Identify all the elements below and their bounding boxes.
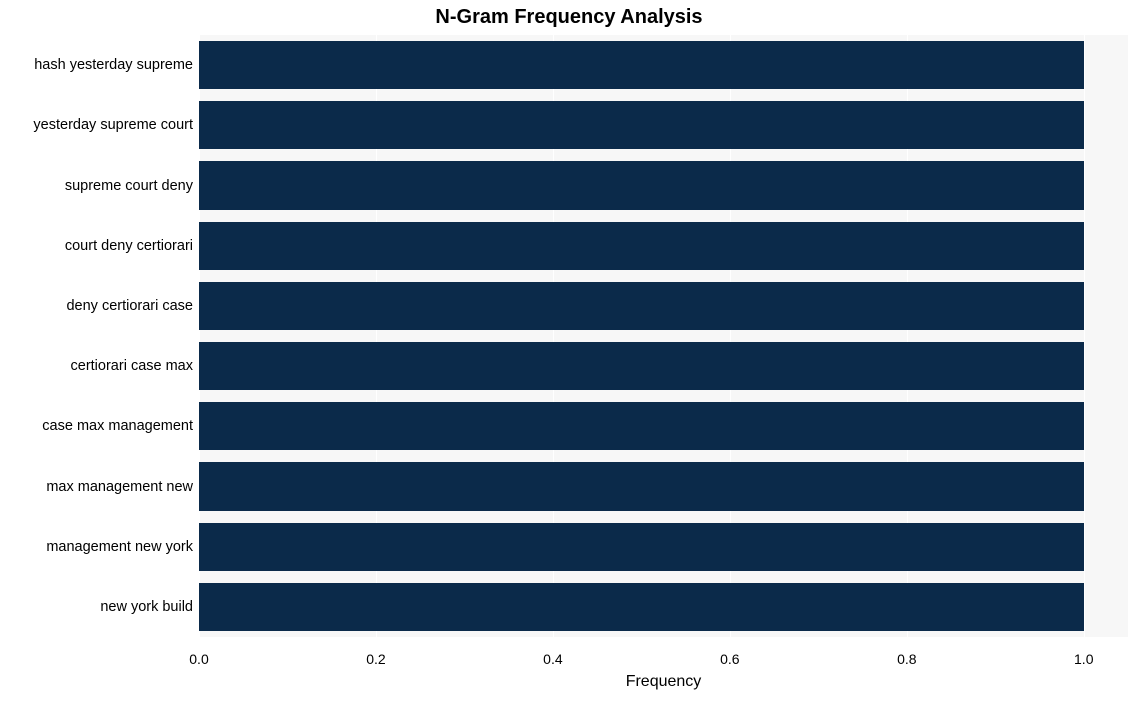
chart-title: N-Gram Frequency Analysis bbox=[0, 6, 1138, 29]
x-tick-label: 1.0 bbox=[1074, 651, 1093, 667]
y-tick-label: yesterday supreme court bbox=[33, 117, 193, 133]
x-tick-label: 0.2 bbox=[366, 651, 385, 667]
y-axis-labels: hash yesterday supreme yesterday supreme … bbox=[0, 35, 193, 637]
bar bbox=[199, 161, 1084, 209]
y-tick-label: max management new bbox=[46, 479, 193, 495]
y-tick-label: court deny certiorari bbox=[65, 238, 193, 254]
bar bbox=[199, 402, 1084, 450]
bar bbox=[199, 222, 1084, 270]
y-tick-label: certiorari case max bbox=[71, 358, 193, 374]
bar-row bbox=[199, 583, 1084, 631]
bar bbox=[199, 523, 1084, 571]
y-tick-label: deny certiorari case bbox=[66, 298, 193, 314]
x-tick-label: 0.8 bbox=[897, 651, 916, 667]
bar-row bbox=[199, 523, 1084, 571]
x-axis-title: Frequency bbox=[199, 673, 1128, 691]
y-tick-label: hash yesterday supreme bbox=[34, 57, 193, 73]
bar-row bbox=[199, 41, 1084, 89]
bar-row bbox=[199, 222, 1084, 270]
plot-area bbox=[199, 35, 1128, 637]
y-tick-label: case max management bbox=[42, 418, 193, 434]
x-tick-label: 0.6 bbox=[720, 651, 739, 667]
bar-row bbox=[199, 342, 1084, 390]
bar bbox=[199, 342, 1084, 390]
bar-row bbox=[199, 161, 1084, 209]
x-axis-ticks: 0.00.20.40.60.81.0 bbox=[199, 637, 1128, 667]
bar bbox=[199, 462, 1084, 510]
bar-row bbox=[199, 402, 1084, 450]
y-tick-label: management new york bbox=[46, 539, 193, 555]
bar-row bbox=[199, 101, 1084, 149]
x-tick-label: 0.0 bbox=[189, 651, 208, 667]
bar bbox=[199, 282, 1084, 330]
bar bbox=[199, 101, 1084, 149]
y-tick-label: new york build bbox=[100, 599, 193, 615]
x-tick-label: 0.4 bbox=[543, 651, 562, 667]
bar bbox=[199, 583, 1084, 631]
bar-row bbox=[199, 282, 1084, 330]
bar bbox=[199, 41, 1084, 89]
bars-container bbox=[199, 35, 1128, 637]
ngram-chart: N-Gram Frequency Analysis hash yesterday… bbox=[0, 0, 1138, 701]
y-tick-label: supreme court deny bbox=[65, 178, 193, 194]
bar-row bbox=[199, 462, 1084, 510]
